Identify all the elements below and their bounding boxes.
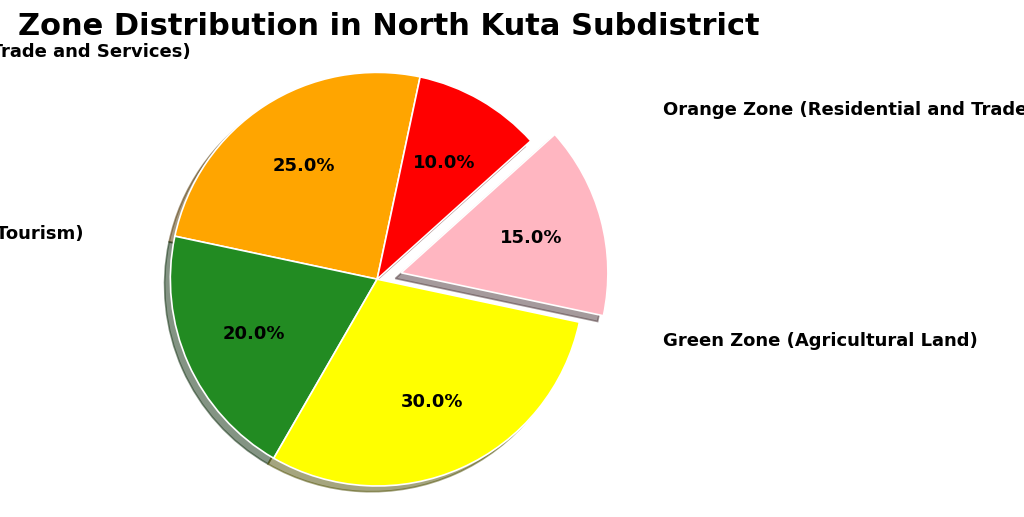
Wedge shape [377,77,530,279]
Text: Red Zone (Trade and Services): Red Zone (Trade and Services) [0,43,191,60]
Title: Zone Distribution in North Kuta Subdistrict: Zone Distribution in North Kuta Subdistr… [18,12,760,41]
Text: 25.0%: 25.0% [272,158,335,175]
Text: 15.0%: 15.0% [500,229,562,247]
Wedge shape [273,279,580,486]
Text: 30.0%: 30.0% [400,393,463,411]
Text: 10.0%: 10.0% [413,154,475,172]
Wedge shape [175,72,420,279]
Wedge shape [170,236,377,458]
Wedge shape [401,134,608,316]
Text: Green Zone (Agricultural Land): Green Zone (Agricultural Land) [663,332,977,350]
Text: Pink Zone (Tourism): Pink Zone (Tourism) [0,225,84,242]
Text: Orange Zone (Residential and Trade/Services): Orange Zone (Residential and Trade/Servi… [663,101,1024,118]
Text: 20.0%: 20.0% [223,325,286,343]
